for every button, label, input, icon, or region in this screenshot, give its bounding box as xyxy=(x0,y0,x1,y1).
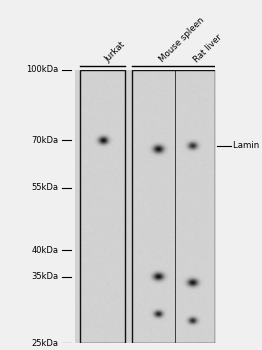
Text: Rat liver: Rat liver xyxy=(192,33,223,64)
Text: Lamin B1: Lamin B1 xyxy=(233,141,262,150)
Text: 55kDa: 55kDa xyxy=(31,183,58,192)
Text: 70kDa: 70kDa xyxy=(31,136,58,145)
Text: Mouse spleen: Mouse spleen xyxy=(158,16,206,64)
Bar xyxy=(132,70,215,343)
Text: 35kDa: 35kDa xyxy=(31,272,58,281)
Text: 25kDa: 25kDa xyxy=(31,338,58,348)
Bar xyxy=(80,70,125,343)
Text: 40kDa: 40kDa xyxy=(31,246,58,255)
Text: 100kDa: 100kDa xyxy=(26,65,58,75)
Text: Jurkat: Jurkat xyxy=(103,40,127,64)
